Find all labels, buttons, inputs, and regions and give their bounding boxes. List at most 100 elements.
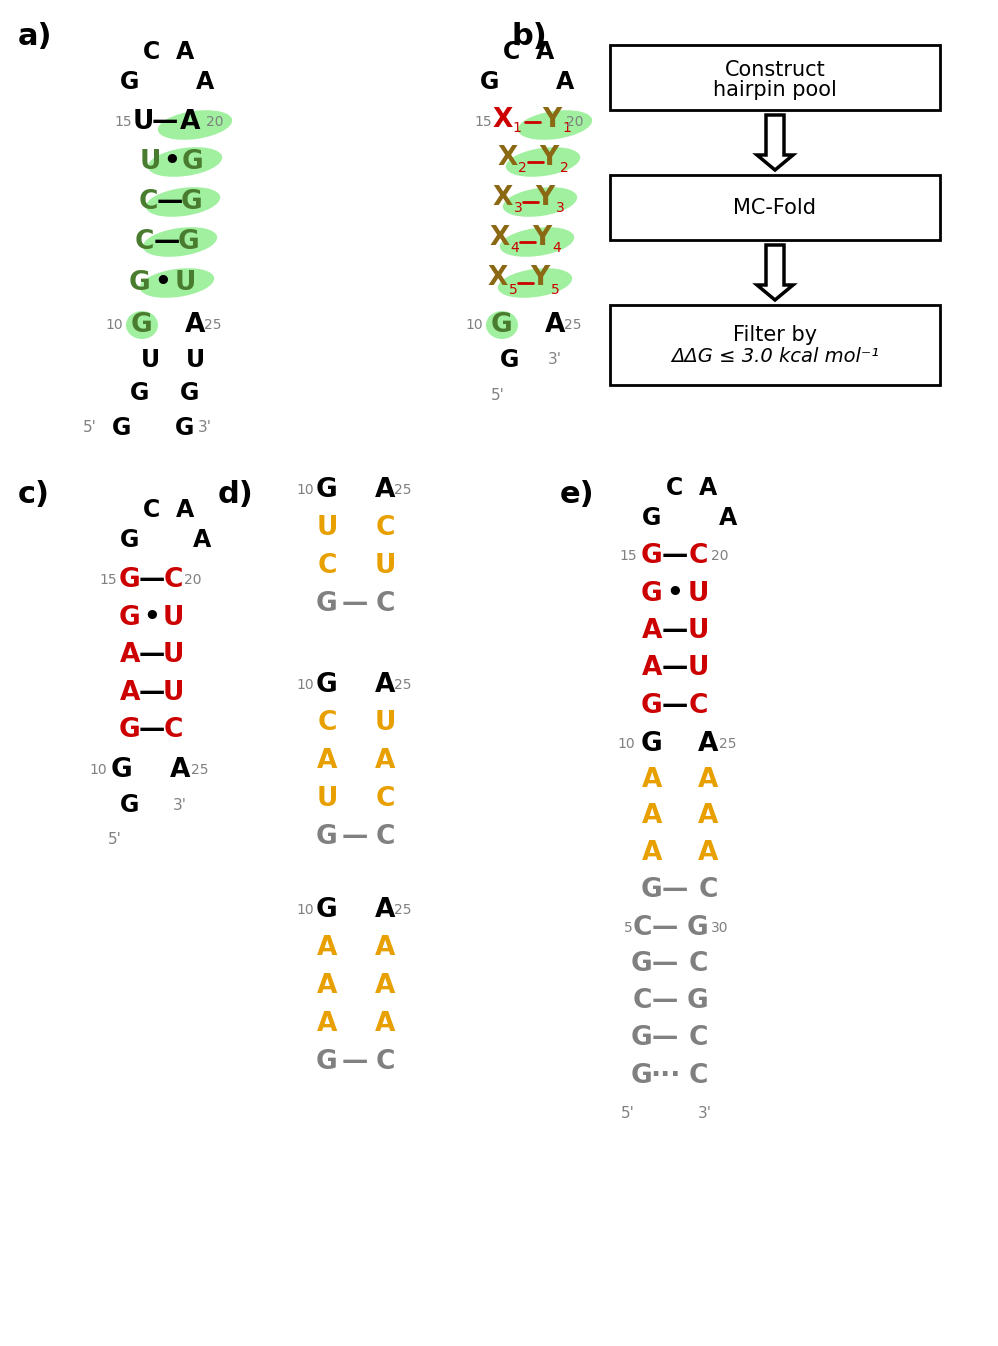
Text: G: G [113,416,132,440]
Text: U: U [175,271,196,296]
Text: d): d) [218,481,253,509]
Text: C: C [317,553,336,579]
Ellipse shape [146,187,221,217]
Text: C: C [689,1063,708,1089]
Text: ···: ··· [650,1063,681,1089]
Text: X: X [493,184,513,211]
Text: 5: 5 [551,283,559,297]
Text: —: — [157,188,183,215]
Text: b): b) [512,22,548,51]
Text: A: A [176,498,195,522]
Text: —: — [652,1026,678,1051]
Text: 10: 10 [89,763,107,777]
Text: ΔΔG ≤ 3.0 kcal mol⁻¹: ΔΔG ≤ 3.0 kcal mol⁻¹ [671,347,879,366]
Text: C: C [667,476,684,499]
Text: 4: 4 [511,241,519,254]
Ellipse shape [140,268,215,297]
Text: G: G [316,824,338,851]
Text: 25: 25 [394,903,412,917]
Text: Y: Y [542,106,562,133]
Text: X: X [490,225,510,250]
Ellipse shape [500,227,574,257]
Text: 3: 3 [556,201,565,215]
Text: 1: 1 [563,121,572,135]
Text: a): a) [18,22,53,51]
Text: A: A [698,731,719,756]
Text: G: G [182,149,204,175]
Text: G: G [181,381,200,405]
Text: X: X [488,265,508,291]
Text: G: G [131,381,150,405]
Text: 5': 5' [108,832,122,848]
Text: C: C [689,542,708,569]
Text: 20: 20 [712,549,729,563]
Text: G: G [480,70,500,94]
Text: e): e) [560,481,595,509]
Text: G: G [178,229,200,254]
Text: U: U [163,604,184,631]
Text: C: C [375,824,394,851]
Text: C: C [144,40,161,65]
Text: A: A [375,896,395,923]
Text: G: G [119,604,141,631]
Text: G: G [641,731,663,756]
Text: 1: 1 [513,121,521,135]
Text: —: — [152,109,178,135]
Text: 4: 4 [553,241,561,254]
Text: G: G [129,271,151,296]
Text: U: U [186,349,205,371]
Text: A: A [536,40,554,65]
Text: G: G [176,416,195,440]
Text: U: U [688,618,709,643]
Text: 15: 15 [114,114,132,129]
Text: C: C [503,40,521,65]
Text: 5: 5 [509,283,517,297]
Text: G: G [316,896,338,923]
Text: A: A [375,935,395,961]
Text: G: G [181,188,203,215]
Text: 10: 10 [105,318,123,332]
Text: —: — [342,591,368,616]
Text: G: G [131,312,153,338]
Text: 10: 10 [617,738,635,751]
Text: A: A [316,973,337,999]
Text: G: G [491,312,513,338]
Text: 25: 25 [720,738,737,751]
Text: A: A [180,109,201,135]
Text: Y: Y [539,145,559,171]
Text: C: C [135,229,154,254]
Text: A: A [545,312,565,338]
Text: 25: 25 [394,678,412,692]
Text: A: A [193,528,212,552]
Text: 15: 15 [474,114,492,129]
Text: A: A [196,70,215,94]
Ellipse shape [503,187,577,217]
Text: A: A [642,656,663,681]
Text: 20: 20 [566,114,584,129]
Text: U: U [133,109,154,135]
Text: G: G [688,988,709,1014]
Text: C: C [633,988,652,1014]
Text: C: C [139,188,158,215]
Polygon shape [757,245,793,300]
FancyBboxPatch shape [610,44,940,110]
Text: U: U [163,642,184,668]
Ellipse shape [498,268,572,297]
Text: 3': 3' [548,353,562,367]
Text: G: G [316,591,338,616]
Text: —: — [139,567,165,594]
Text: —: — [342,824,368,851]
Text: 10: 10 [465,318,483,332]
Ellipse shape [143,227,218,257]
Text: U: U [163,680,184,707]
Text: •: • [164,149,181,175]
Text: 15: 15 [619,549,637,563]
Text: A: A [375,748,395,774]
Text: X: X [498,145,518,171]
Polygon shape [757,114,793,170]
Text: Y: Y [530,265,550,291]
Text: —: — [139,642,165,668]
Text: A: A [176,40,195,65]
Text: C: C [633,915,652,941]
Ellipse shape [518,110,592,140]
